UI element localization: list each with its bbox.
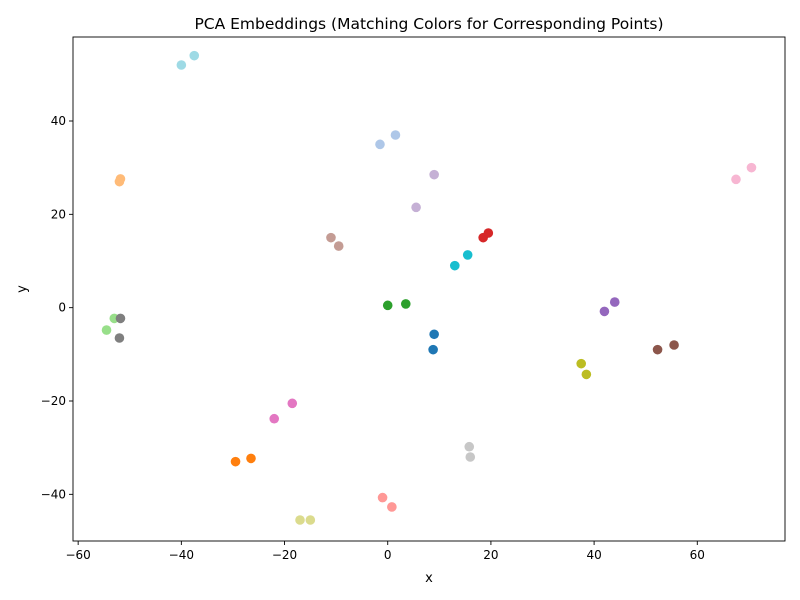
scatter-point [464, 441, 475, 452]
y-tick-label: 20 [51, 207, 66, 221]
scatter-point [115, 313, 126, 324]
scatter-point [599, 306, 610, 317]
scatter-point [731, 174, 741, 185]
y-axis: −40 −20 0 20 40 [41, 114, 73, 501]
scatter-point [390, 130, 401, 140]
y-axis-label: y [15, 285, 30, 293]
scatter-point [230, 456, 241, 467]
scatter-point [465, 452, 476, 462]
data-points [101, 50, 757, 525]
scatter-point [576, 358, 587, 369]
x-tick-label: −60 [65, 548, 90, 562]
x-tick-label: 40 [586, 548, 601, 562]
scatter-point [609, 297, 620, 307]
chart-title: PCA Embeddings (Matching Colors for Corr… [194, 15, 663, 33]
scatter-point [269, 413, 280, 424]
scatter-point [246, 453, 256, 464]
scatter-point [377, 492, 388, 503]
scatter-point [295, 515, 305, 525]
scatter-point [462, 250, 473, 260]
scatter-point [483, 228, 494, 238]
y-tick-label: −40 [41, 487, 66, 501]
scatter-point [114, 333, 125, 343]
scatter-point [382, 300, 393, 311]
scatter-point [669, 340, 679, 350]
y-tick-label: −20 [41, 394, 66, 408]
scatter-point [400, 299, 411, 309]
scatter-point [333, 241, 344, 251]
scatter-point [411, 202, 421, 213]
x-tick-label: −20 [272, 548, 297, 562]
x-axis: −60 −40 −20 0 20 40 60 [65, 541, 705, 562]
y-tick-label: 0 [58, 301, 66, 315]
x-tick-label: −40 [169, 548, 194, 562]
scatter-point [387, 502, 397, 512]
scatter-point [287, 398, 298, 409]
scatter-point [428, 344, 438, 355]
scatter-point [746, 162, 757, 173]
y-tick-label: 40 [51, 114, 66, 128]
x-tick-label: 20 [483, 548, 498, 562]
x-tick-label: 0 [384, 548, 392, 562]
scatter-point [429, 329, 439, 340]
scatter-point [652, 344, 663, 355]
scatter-point [114, 176, 125, 187]
scatter-point [189, 50, 200, 61]
scatter-point [449, 260, 460, 271]
axes-frame [72, 36, 786, 542]
scatter-point [375, 139, 385, 150]
scatter-point [101, 325, 112, 335]
scatter-point [305, 515, 316, 525]
scatter-point [581, 369, 592, 380]
scatter-point [326, 232, 336, 243]
scatter-point [176, 60, 187, 70]
x-tick-label: 60 [690, 548, 705, 562]
x-axis-label: x [425, 571, 433, 586]
scatter-point [429, 169, 439, 180]
